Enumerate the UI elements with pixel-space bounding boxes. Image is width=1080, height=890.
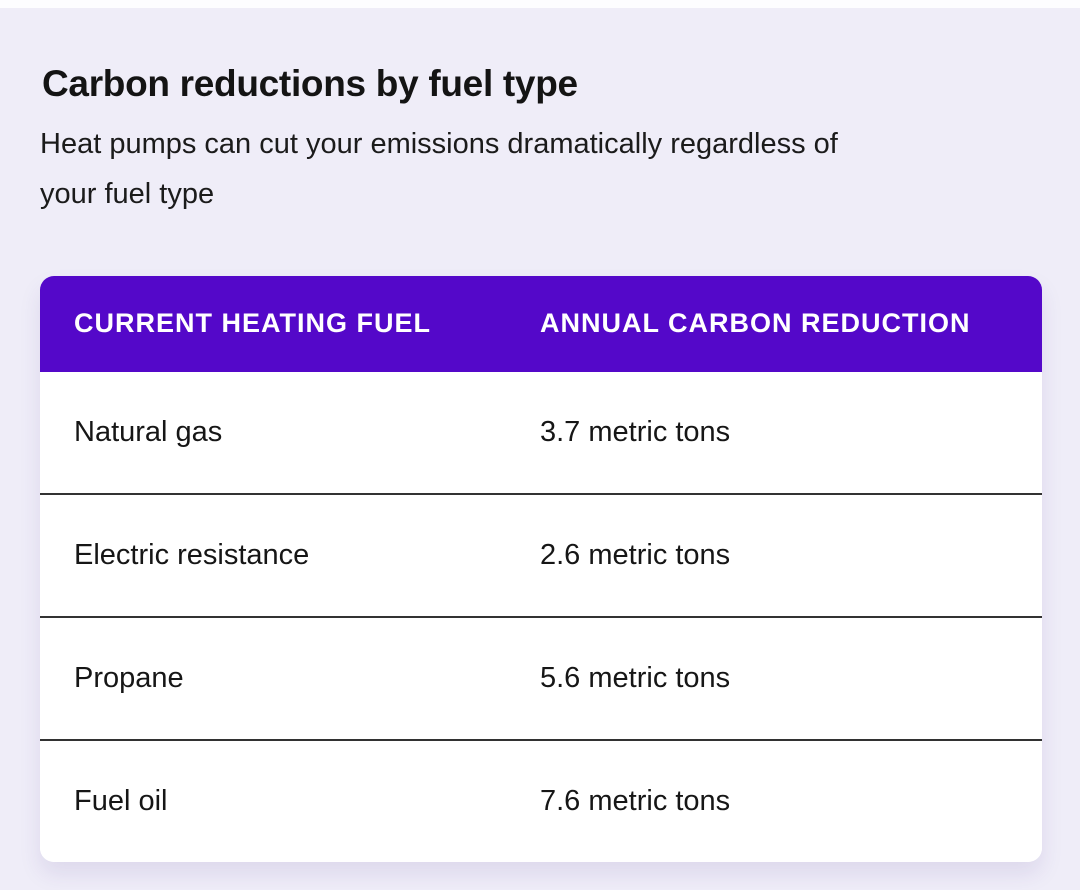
carbon-reduction-cell: 3.7 metric tons xyxy=(540,415,731,448)
content-section: Carbon reductions by fuel type Heat pump… xyxy=(0,62,1080,862)
table-row: Natural gas 3.7 metric tons xyxy=(40,371,1042,493)
top-strip xyxy=(0,0,1080,8)
page-subtitle: Heat pumps can cut your emissions dramat… xyxy=(40,119,1030,219)
table-header-row: CURRENT HEATING FUEL ANNUAL CARBON REDUC… xyxy=(40,275,1042,372)
fuel-type-cell: Natural gas xyxy=(74,415,223,448)
table-row: Electric resistance 2.6 metric tons xyxy=(40,492,1042,616)
table-row: Propane 5.6 metric tons xyxy=(40,615,1042,739)
fuel-type-cell: Fuel oil xyxy=(74,784,168,817)
table-row: Fuel oil 7.6 metric tons xyxy=(40,738,1042,862)
column-header-current-heating-fuel: CURRENT HEATING FUEL xyxy=(74,308,431,339)
fuel-type-cell: Propane xyxy=(74,661,184,694)
page-subtitle-line1: Heat pumps can cut your emissions dramat… xyxy=(40,127,838,160)
column-header-annual-carbon-reduction: ANNUAL CARBON REDUCTION xyxy=(540,308,971,339)
fuel-type-cell: Electric resistance xyxy=(74,538,310,571)
page-title: Carbon reductions by fuel type xyxy=(42,63,578,104)
carbon-reduction-cell: 2.6 metric tons xyxy=(540,538,731,571)
page-subtitle-line2: your fuel type xyxy=(40,177,215,210)
carbon-reduction-cell: 7.6 metric tons xyxy=(540,784,731,817)
carbon-reduction-cell: 5.6 metric tons xyxy=(540,661,731,694)
carbon-reduction-table: CURRENT HEATING FUEL ANNUAL CARBON REDUC… xyxy=(40,275,1042,862)
